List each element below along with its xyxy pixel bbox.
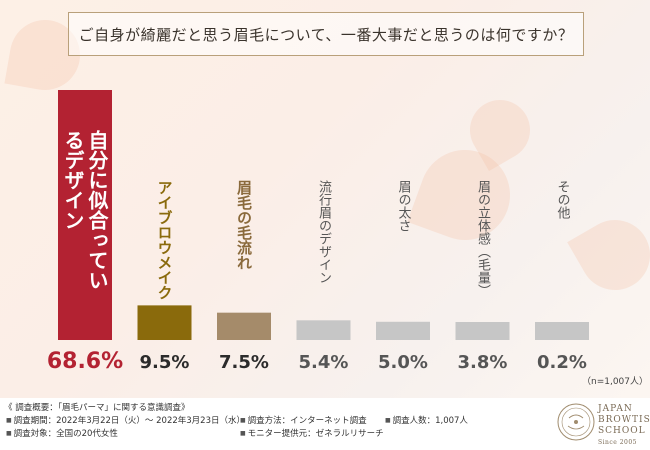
value-label-1: 68.6% [47, 349, 123, 374]
value-label-6: 3.8% [458, 352, 508, 373]
survey-method: 調査方法：インターネット調査 [240, 414, 367, 426]
bar-4 [296, 320, 351, 340]
bar-3 [217, 312, 271, 340]
survey-summary-title: 《 調査概要：「眉毛パーマ」に関する意識調査》 [4, 403, 190, 413]
category-label-4: 流行眉のデザイン [316, 180, 332, 284]
survey-target: 調査対象：全国の20代女性 [6, 427, 118, 439]
category-label-3: 眉毛の毛流れ [235, 180, 253, 270]
category-label-1: 自分に似合ってい [85, 129, 109, 290]
brand-since: Since 2005 [598, 439, 637, 446]
value-label-2: 9.5% [140, 352, 190, 373]
school-brand: JAPAN BROWTIST SCHOOL Since 2005 [598, 404, 650, 448]
brand-line-3: SCHOOL [598, 426, 646, 436]
category-label-2: アイブロウメイク [156, 180, 174, 300]
sample-size-note: （n=1,007人） [582, 377, 649, 387]
brand-line-1: JAPAN [598, 404, 633, 414]
value-label-3: 7.5% [219, 352, 269, 373]
survey-period: 調査期間：2022年3月22日（火）～ 2022年3月23日（水） [6, 414, 245, 426]
bar-2 [137, 305, 192, 340]
category-label-5: 眉の太さ [396, 180, 412, 232]
bar-5 [376, 321, 430, 340]
bar-7 [535, 322, 589, 340]
value-label-5: 5.0% [378, 352, 428, 373]
survey-provider: モニター提供元：ゼネラルリサーチ [240, 427, 384, 439]
value-label-7: 0.2% [537, 352, 587, 373]
brand-line-2: BROWTIST [598, 415, 650, 425]
bar-6 [455, 322, 510, 340]
category-label-6: 眉の立体感（毛量） [475, 180, 491, 297]
category-label-7: その他 [555, 180, 571, 220]
school-crest-icon [557, 403, 595, 441]
category-label-1-line-2: るデザイン [61, 130, 85, 230]
question-header: ご自身が綺麗だと思う眉毛について、一番大事だと思うのは何ですか？ [68, 12, 584, 56]
bar-1 [58, 90, 112, 340]
survey-count: 調査人数：1,007人 [385, 414, 468, 426]
value-label-4: 5.4% [299, 352, 349, 373]
